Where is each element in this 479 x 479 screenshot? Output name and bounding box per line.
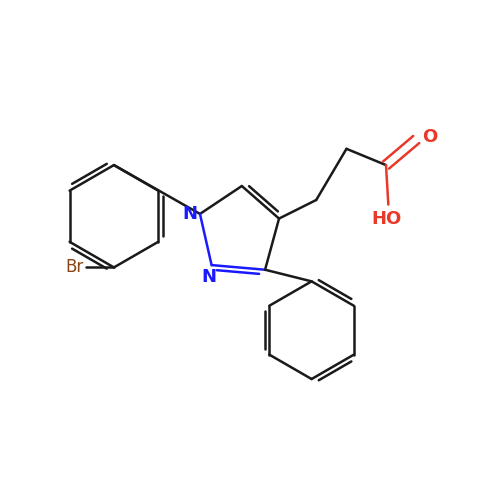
Text: N: N xyxy=(202,268,217,285)
Text: Br: Br xyxy=(65,258,83,276)
Text: N: N xyxy=(182,205,197,223)
Text: O: O xyxy=(422,128,438,146)
Text: HO: HO xyxy=(371,210,401,228)
